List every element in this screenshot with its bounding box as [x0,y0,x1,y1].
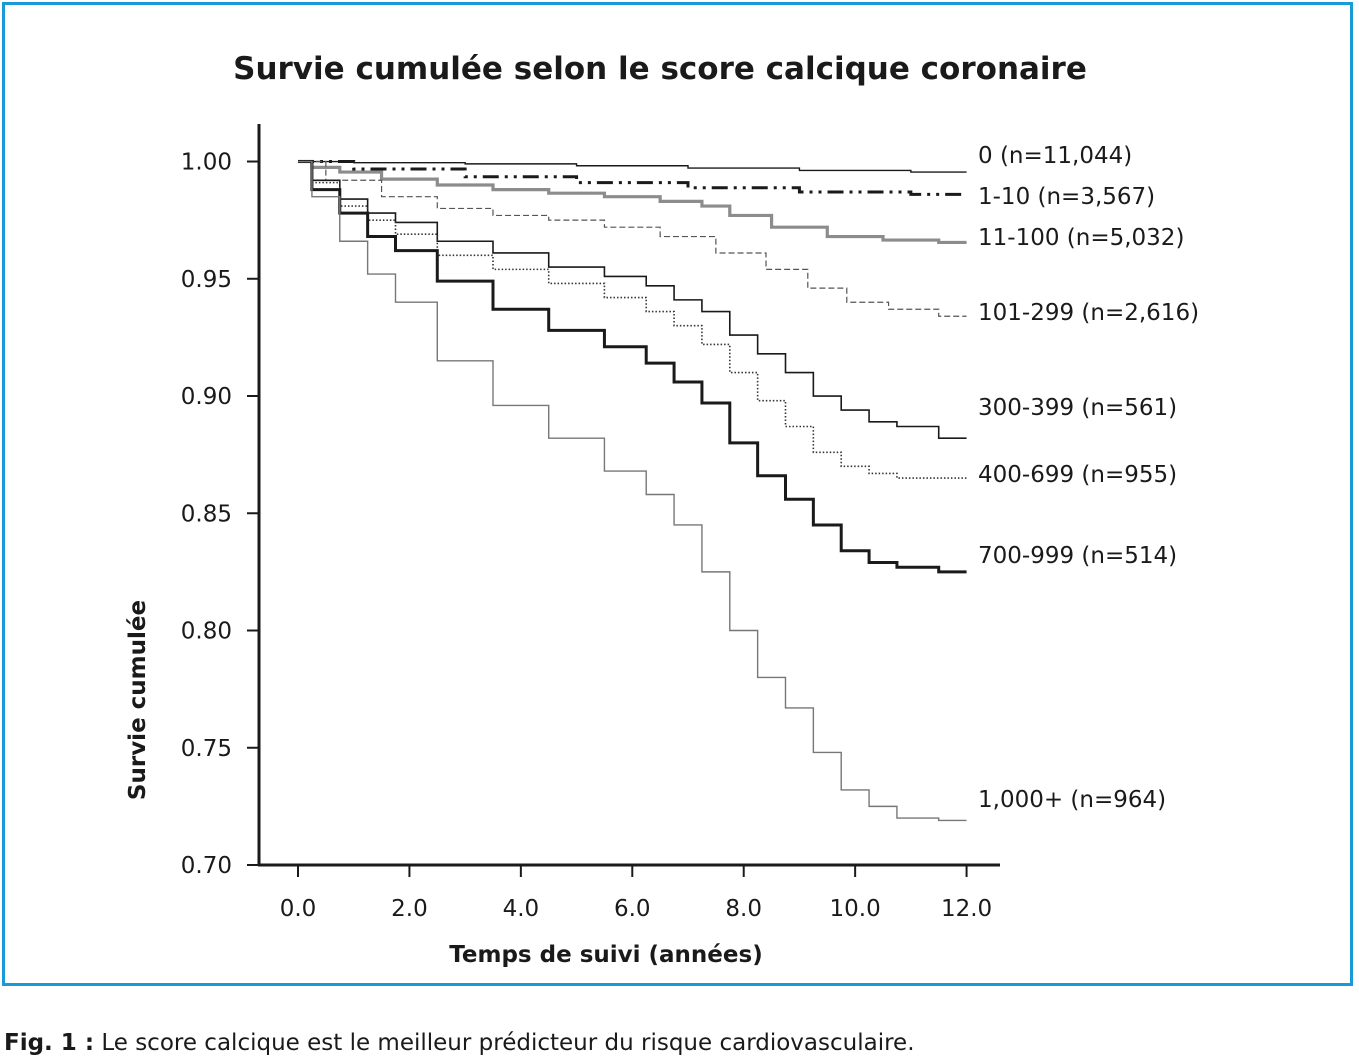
series-label: 1,000+ (n=964) [978,787,1166,813]
x-axis-label: Temps de suivi (années) [449,942,762,968]
y-tick-label: 0.90 [181,384,232,410]
series-label: 1-10 (n=3,567) [978,184,1155,210]
series-line [298,160,967,173]
y-tick-label: 0.95 [181,267,232,293]
x-tick-label: 12.0 [941,896,992,922]
series-label: 400-699 (n=955) [978,462,1177,488]
x-tick-label: 2.0 [391,896,428,922]
y-tick-label: 0.85 [181,501,232,527]
series-line [298,160,967,822]
y-axis-label: Survie cumulée [125,600,151,800]
series-label: 0 (n=11,044) [978,143,1132,169]
x-tick-label: 10.0 [830,896,881,922]
y-tick-label: 0.70 [181,853,232,879]
x-tick-label: 8.0 [725,896,762,922]
caption-text: Le score calcique est le meilleur prédic… [101,1030,915,1056]
series-line [298,160,967,479]
chart-title: Survie cumulée selon le score calcique c… [233,51,1087,87]
series-line [298,159,967,245]
y-tick-label: 1.00 [181,150,232,176]
series-label: 101-299 (n=2,616) [978,300,1199,326]
caption-label: Fig. 1 : [4,1030,95,1056]
series-label: 300-399 (n=561) [978,395,1177,421]
series-line [298,160,967,440]
x-tick-label: 4.0 [503,896,540,922]
figure-caption: Fig. 1 : Le score calcique est le meille… [4,1030,915,1056]
series-label: 11-100 (n=5,032) [978,225,1184,251]
y-tick-label: 0.75 [181,736,232,762]
x-tick-label: 0.0 [280,896,317,922]
series-label: 700-999 (n=514) [978,543,1177,569]
survival-chart: Survie cumulée selon le score calcique c… [125,51,1199,968]
x-tick-label: 6.0 [614,896,651,922]
figure-frame [2,2,1353,986]
y-tick-label: 0.80 [181,619,232,645]
series-line [298,160,967,317]
series-line [298,160,967,574]
